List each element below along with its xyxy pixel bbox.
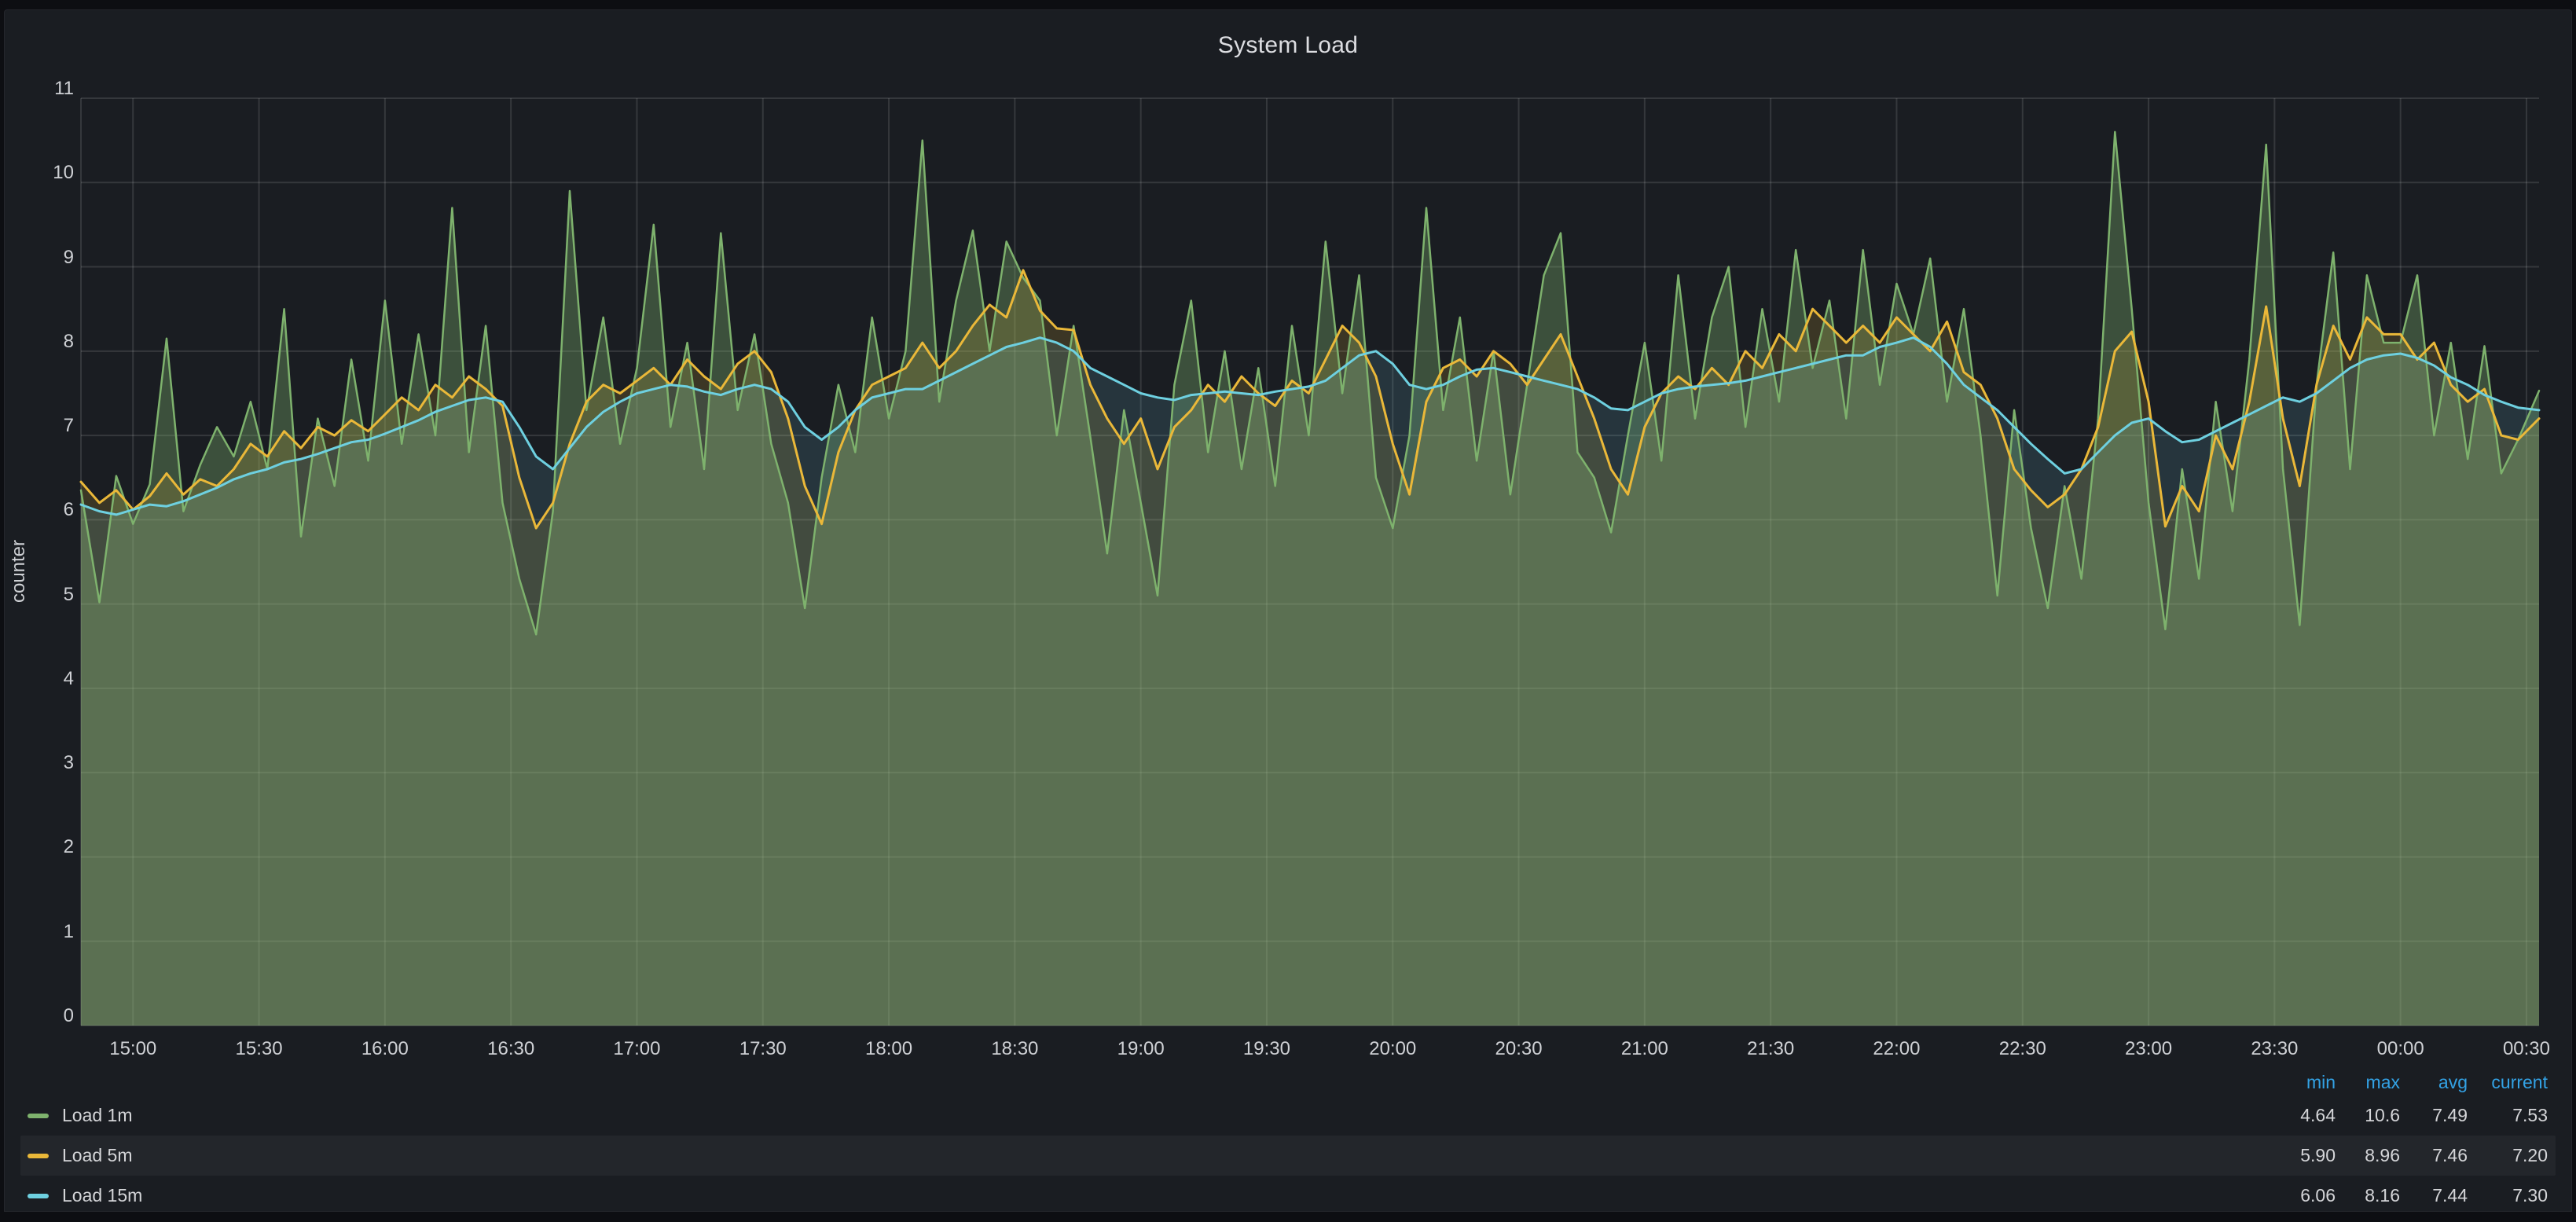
panel-title[interactable]: System Load — [1217, 32, 1359, 58]
y-axis-tick-label: 7 — [63, 415, 74, 437]
series-color-swatch-icon[interactable] — [28, 1193, 49, 1198]
legend-header-row: min max avg current — [20, 1069, 2556, 1095]
y-axis-tick-label: 2 — [63, 836, 74, 858]
x-axis-tick-label: 16:30 — [487, 1038, 535, 1059]
legend-row-load-15m[interactable]: Load 15m 6.06 8.16 7.44 7.30 — [20, 1176, 2556, 1216]
legend-row-load-5m[interactable]: Load 5m 5.90 8.96 7.46 7.20 — [20, 1136, 2556, 1176]
series-color-swatch-icon[interactable] — [28, 1153, 49, 1158]
panel-system-load: System Load counter 0 1 2 3 4 5 6 7 8 9 10 11 15:00… — [4, 9, 2572, 1212]
legend-stat-avg: 7.46 — [2432, 1145, 2468, 1165]
legend-series-label[interactable]: Load 1m — [62, 1105, 133, 1125]
legend-stat-max: 8.16 — [2365, 1185, 2400, 1205]
legend-row-load-1m[interactable]: Load 1m 4.64 10.6 7.49 7.53 — [20, 1095, 2556, 1136]
x-axis-tick-label: 19:00 — [1117, 1038, 1165, 1059]
legend-header-min[interactable]: min — [2306, 1071, 2336, 1092]
legend-stat-current: 7.53 — [2512, 1105, 2548, 1125]
chart-canvas[interactable] — [5, 10, 2576, 1222]
series-color-swatch-icon[interactable] — [28, 1113, 49, 1118]
x-axis-tick-label: 18:30 — [991, 1038, 1039, 1059]
y-axis-tick-label: 5 — [63, 583, 74, 605]
legend-stat-min: 6.06 — [2300, 1185, 2336, 1205]
x-axis-tick-label: 17:30 — [739, 1038, 787, 1059]
legend-stat-avg: 7.49 — [2432, 1105, 2468, 1125]
legend-series-label[interactable]: Load 15m — [62, 1185, 143, 1205]
y-axis-tick-label: 8 — [63, 330, 74, 352]
legend-header-max[interactable]: max — [2365, 1071, 2400, 1092]
y-axis-tick-label: 9 — [63, 246, 74, 268]
series-line-load-1m[interactable] — [79, 130, 2541, 636]
y-axis-tick-label: 0 — [63, 1005, 74, 1026]
legend-series-cell[interactable]: Load 15m — [20, 1185, 2271, 1206]
x-axis-tick-label: 00:00 — [2376, 1038, 2424, 1059]
x-axis-tick-label: 20:00 — [1369, 1038, 1417, 1059]
x-axis-tick-label: 00:30 — [2502, 1038, 2550, 1059]
x-axis-tick-label: 23:30 — [2251, 1038, 2299, 1059]
legend-series-cell[interactable]: Load 1m — [20, 1105, 2271, 1126]
x-axis-tick-label: 15:00 — [109, 1038, 157, 1059]
legend-stat-current: 7.20 — [2512, 1145, 2548, 1165]
x-axis-tick-label: 23:00 — [2125, 1038, 2173, 1059]
x-axis-tick-label: 20:30 — [1495, 1038, 1543, 1059]
legend-stat-min: 4.64 — [2300, 1105, 2336, 1125]
x-axis-tick-label: 15:30 — [235, 1038, 283, 1059]
x-axis-tick-label: 19:30 — [1242, 1038, 1290, 1059]
x-axis-tick-label: 16:00 — [361, 1038, 409, 1059]
series-line-load-15m[interactable] — [79, 336, 2541, 516]
series-area-load-5m — [81, 270, 2539, 1026]
y-axis-tick-label: 4 — [63, 667, 74, 689]
x-axis-tick-label: 18:00 — [865, 1038, 913, 1059]
y-axis-tick-label: 11 — [54, 78, 74, 99]
y-axis-tick-label: 6 — [63, 499, 74, 521]
y-axis-tick-label: 1 — [63, 920, 74, 942]
series-line-load-5m[interactable] — [79, 269, 2541, 530]
legend-stat-max: 10.6 — [2365, 1105, 2400, 1125]
x-axis-tick-label: 21:30 — [1747, 1038, 1795, 1059]
legend-header-current[interactable]: current — [2491, 1071, 2548, 1092]
legend-series-label[interactable]: Load 5m — [62, 1145, 133, 1165]
x-axis-tick-label: 21:00 — [1620, 1038, 1668, 1059]
y-axis-tick-label: 3 — [63, 752, 74, 774]
series-area-load-1m — [81, 131, 2539, 1026]
series-area-load-15m — [81, 337, 2539, 1026]
legend-stat-max: 8.96 — [2365, 1145, 2400, 1165]
legend-stat-current: 7.30 — [2512, 1185, 2548, 1205]
legend-stat-min: 5.90 — [2300, 1145, 2336, 1165]
legend-series-cell[interactable]: Load 5m — [20, 1145, 2271, 1166]
legend-stat-avg: 7.44 — [2432, 1185, 2468, 1205]
x-axis-tick-label: 17:00 — [613, 1038, 661, 1059]
legend-header-avg[interactable]: avg — [2438, 1071, 2468, 1092]
x-axis-tick-label: 22:30 — [1998, 1038, 2046, 1059]
legend: min max avg current Load 1m 4.64 10.6 7.49 7.53 L… — [20, 1069, 2556, 1216]
x-axis-tick-label: 22:00 — [1873, 1038, 1921, 1059]
y-axis-tick-label: 10 — [53, 162, 74, 184]
